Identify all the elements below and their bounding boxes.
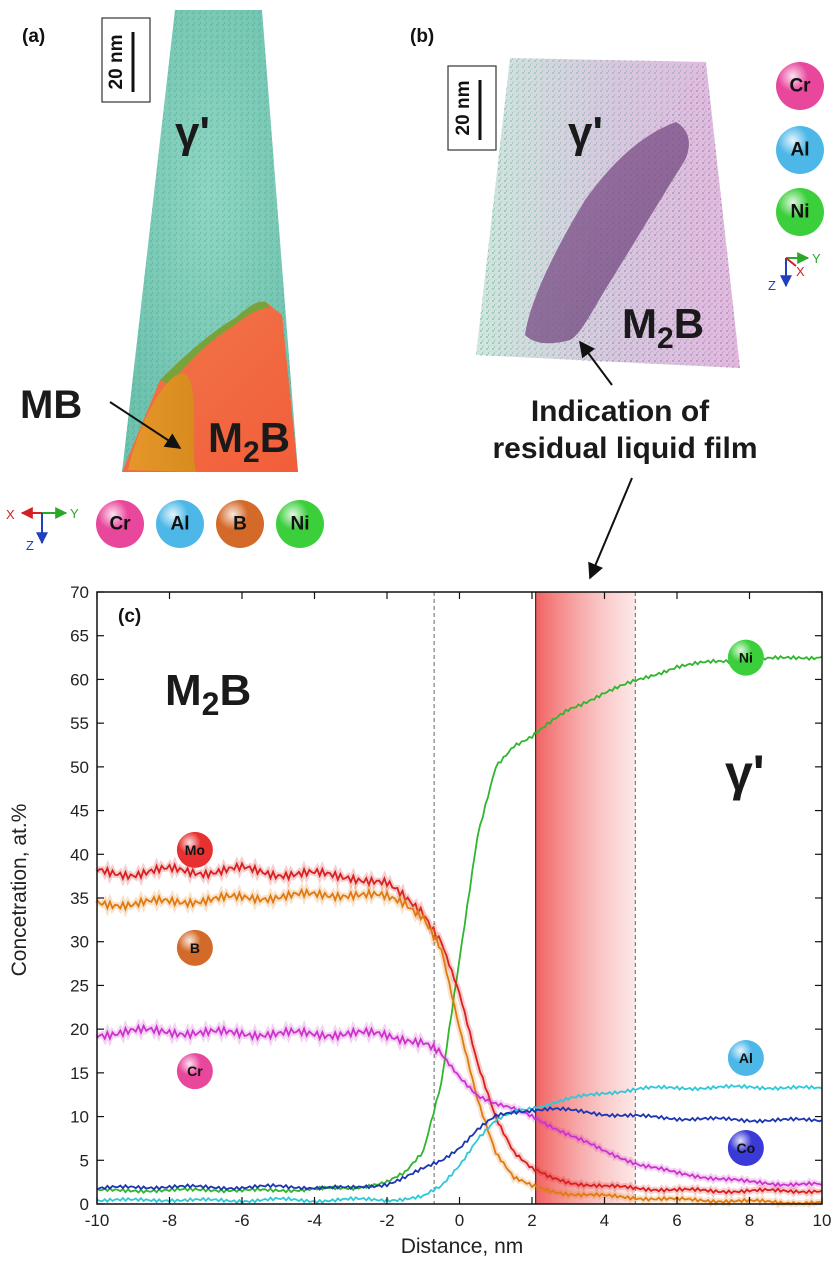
x-tick-label: 2 (527, 1211, 536, 1230)
x-tick-label: 4 (600, 1211, 609, 1230)
scale-bar-a-label: 20 nm (106, 35, 127, 90)
axes-triad-a: X Y Z (6, 506, 79, 553)
legend-a-cr: Cr (96, 500, 144, 548)
series-line-co (96, 1105, 823, 1192)
scale-bar-b-label: 20 nm (453, 81, 474, 136)
x-tick-label: -6 (234, 1211, 249, 1230)
svg-text:Ni: Ni (739, 650, 753, 666)
y-tick-label: 20 (70, 1020, 89, 1039)
y-tick-label: 35 (70, 889, 89, 908)
series-label-mo: Mo (176, 831, 213, 868)
y-axis-title: Concetration, at.% (8, 804, 31, 977)
legend-a: Cr Al B Ni (96, 500, 324, 548)
panel-b: (b) 20 nm γ' M2B Indication of residual … (410, 26, 824, 580)
x-tick-label: 8 (745, 1211, 754, 1230)
film-annotation-line1: Indication of (531, 395, 710, 428)
phase-gamma-prime-a: γ' (175, 108, 210, 157)
legend-a-b: B (216, 500, 264, 548)
axis-z-b: Z (768, 278, 776, 293)
svg-text:Ni: Ni (791, 202, 810, 223)
legend-b-cr: Cr (776, 62, 824, 110)
scale-bar-b: 20 nm (447, 65, 497, 151)
y-tick-label: 40 (70, 845, 89, 864)
apt-reconstruction-a (122, 10, 298, 472)
series-label-co: Co (727, 1130, 764, 1167)
phase-gamma-prime-c: γ' (725, 745, 765, 801)
svg-text:Cr: Cr (109, 514, 131, 535)
series-line-b (96, 887, 823, 1206)
y-tick-label: 55 (70, 714, 89, 733)
y-tick-label: 70 (70, 583, 89, 602)
scale-bar-a: 20 nm (101, 17, 151, 103)
x-tick-label: -8 (162, 1211, 177, 1230)
phase-m2b-a: M2B (208, 414, 290, 469)
series-label-ni: Ni (727, 639, 764, 676)
y-tick-label: 5 (80, 1151, 89, 1170)
series-band-cr (95, 1018, 823, 1191)
phase-m2b-c: M2B (165, 666, 251, 722)
film-arrow-down (588, 477, 633, 580)
concentration-profile-chart: -10 -8 -6 -4 -2 0 2 4 6 8 10 0 5 10 15 20 25 30 35 40 45 50 55… (8, 583, 831, 1258)
x-tick-label: 0 (455, 1211, 464, 1230)
legend-a-ni: Ni (276, 500, 324, 548)
series-label-b: B (176, 929, 213, 966)
axis-y-b: Y (812, 251, 821, 266)
y-tick-label: 65 (70, 627, 89, 646)
axis-x-b: X (796, 264, 805, 279)
legend-b-al: Al (776, 126, 824, 174)
x-tick-label: -2 (379, 1211, 394, 1230)
svg-text:Ni: Ni (291, 514, 310, 535)
svg-text:Al: Al (171, 514, 190, 535)
phase-mb-a: MB (20, 383, 82, 427)
y-tick-label: 25 (70, 976, 89, 995)
series-line-al (96, 1083, 823, 1205)
x-tick-label: -10 (85, 1211, 110, 1230)
x-tick-label: -4 (307, 1211, 322, 1230)
apt-reconstruction-b (476, 58, 740, 368)
film-arrow-up (579, 340, 613, 386)
svg-text:B: B (233, 514, 247, 535)
axes-triad-b: Y X Z (768, 251, 821, 293)
legend-a-al: Al (156, 500, 204, 548)
svg-text:Mo: Mo (185, 842, 205, 858)
axis-x-a: X (6, 507, 15, 522)
phase-m2b-b: M2B (622, 300, 704, 355)
series-line-mo (96, 861, 823, 1195)
panel-a: (a) 20 nm γ' MB M2B X Y (6, 10, 324, 553)
series-label-cr: Cr (176, 1053, 213, 1090)
series-label-al: Al (727, 1039, 764, 1076)
svg-text:Cr: Cr (789, 76, 811, 97)
x-tick-label: 10 (813, 1211, 832, 1230)
y-tick-label: 50 (70, 758, 89, 777)
svg-text:Al: Al (739, 1050, 753, 1066)
svg-text:Al: Al (791, 140, 810, 161)
y-tick-label: 0 (80, 1195, 89, 1214)
legend-b: Cr Al Ni (776, 62, 824, 236)
y-tick-label: 30 (70, 933, 89, 952)
axis-z-a: Z (26, 538, 34, 553)
y-tick-label: 45 (70, 802, 89, 821)
series-line-ni (96, 654, 823, 1194)
legend-b-ni: Ni (776, 188, 824, 236)
phase-gamma-prime-b: γ' (568, 108, 603, 157)
x-tick-label: 6 (672, 1211, 681, 1230)
panel-c-label: (c) (118, 606, 141, 627)
y-tick-label: 10 (70, 1108, 89, 1127)
panel-b-label: (b) (410, 26, 434, 47)
svg-text:B: B (190, 940, 200, 956)
y-tick-label: 60 (70, 670, 89, 689)
svg-text:Cr: Cr (187, 1063, 203, 1079)
series-line-cr (96, 1023, 823, 1188)
panel-a-label: (a) (22, 26, 45, 47)
y-tick-label: 15 (70, 1064, 89, 1083)
x-axis-title: Distance, nm (401, 1235, 524, 1258)
mb-arrow (109, 401, 182, 449)
film-annotation-line2: residual liquid film (492, 432, 757, 465)
svg-text:Co: Co (737, 1140, 756, 1156)
axis-y-a: Y (70, 506, 79, 521)
